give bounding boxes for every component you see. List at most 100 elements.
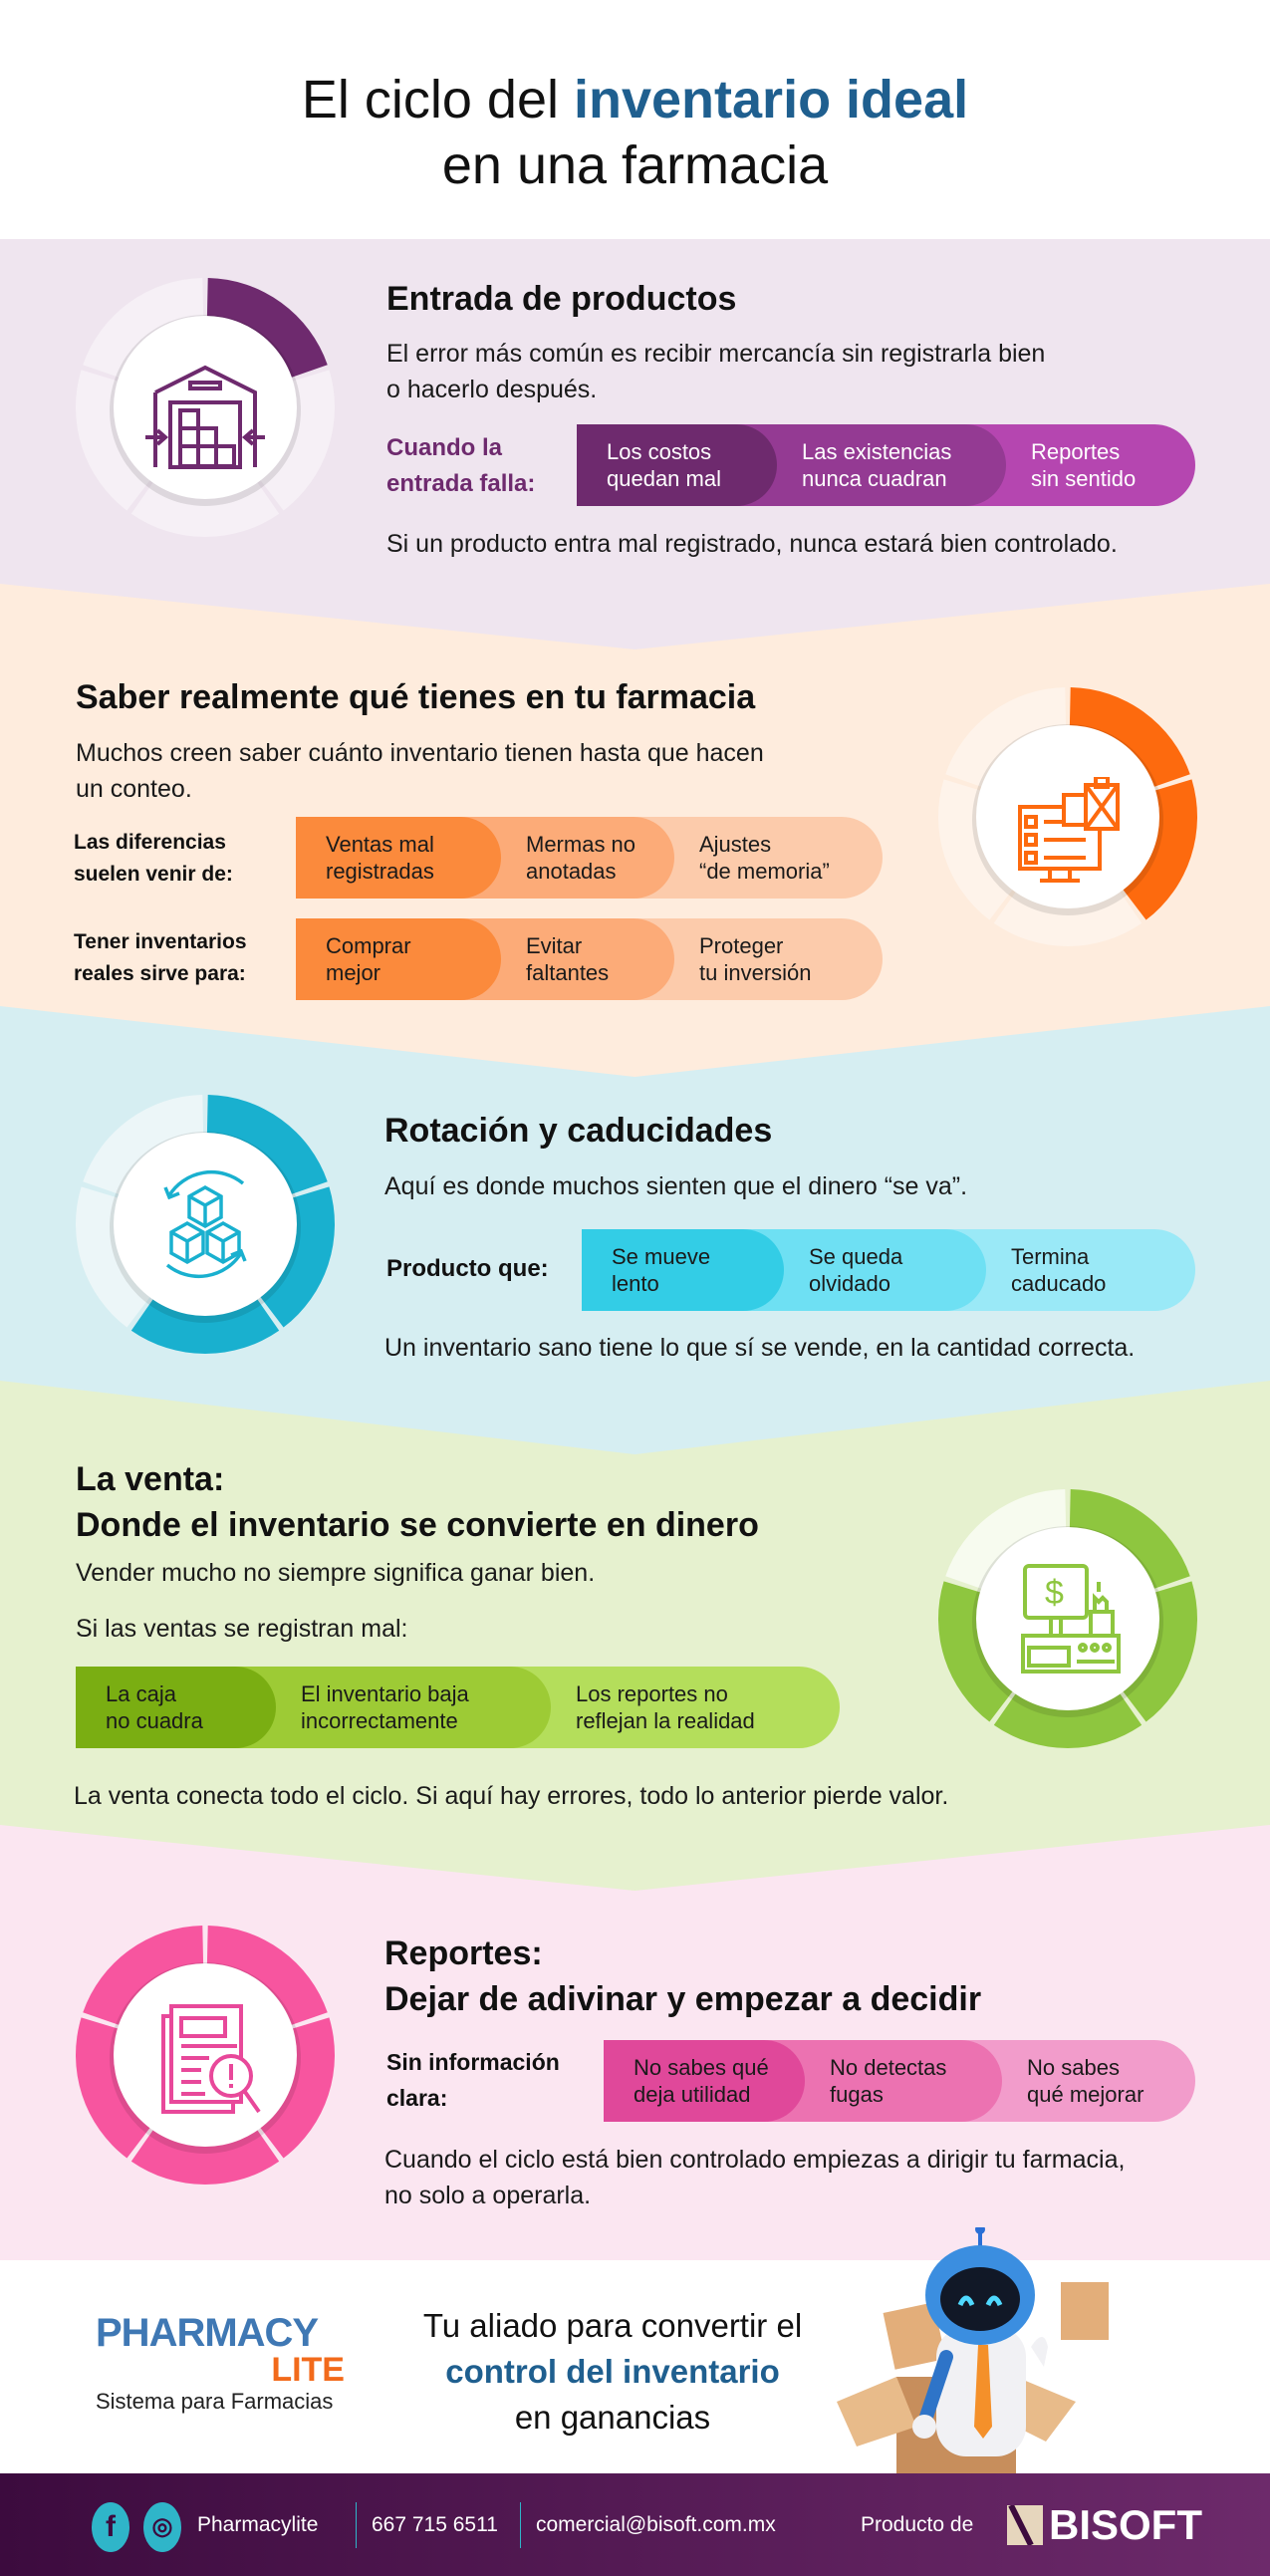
pill-segment-text: Proteger: [699, 933, 784, 958]
pill-segment: Termina caducado: [945, 1229, 1195, 1311]
row-label-line: Cuando la: [386, 434, 503, 461]
pill-segment-text: fugas: [830, 2082, 884, 2107]
pill-segment: Evitar faltantes: [460, 918, 674, 1000]
sales-errors-pill: La caja no cuadra El inventario baja incorr…: [76, 1667, 840, 1748]
pill-segment-text: Ventas mal: [326, 832, 434, 857]
pill-segment-text: Se mueve: [612, 1244, 711, 1269]
warehouse-icon: [145, 365, 265, 469]
row-label: Si las ventas se registran mal:: [76, 1615, 408, 1643]
pill-segment-text: faltantes: [526, 960, 610, 985]
pill-segment-text: Mermas no: [526, 832, 636, 857]
section-heading: Saber realmente qué tienes en tu farmaci…: [76, 678, 756, 716]
pill-segment-text: tu inversión: [699, 960, 812, 985]
pill-segment-text: deja utilidad: [634, 2082, 751, 2107]
ring-segment-empty: [993, 887, 1143, 946]
ring-segment-empty: [256, 370, 336, 511]
pill-segment-text: no cuadra: [106, 1708, 203, 1733]
phone-number[interactable]: 667 715 6511: [372, 2513, 498, 2536]
row-label: Las diferencias suelen venir de:: [74, 827, 233, 891]
pill-segment: Comprar mejor: [296, 918, 501, 1000]
pill-segment-text: sin sentido: [1031, 466, 1137, 491]
page-title: El ciclo del inventario ideal en una far…: [0, 67, 1270, 198]
pill-segment-text: Evitar: [526, 933, 583, 958]
pill-segment: Los costos quedan mal: [577, 424, 777, 506]
instagram-icon[interactable]: ◎: [143, 2502, 181, 2552]
pill-segment-text: “de memoria”: [699, 859, 830, 884]
pill-segment-text: No sabes: [1027, 2055, 1120, 2080]
pill-segment-text: reflejan la realidad: [576, 1708, 755, 1733]
pill-segment-text: No sabes qué: [634, 2055, 769, 2080]
bisoft-logo: BISOFT: [1007, 2501, 1202, 2548]
tagline-line: Tu aliado para convertir el: [422, 2307, 803, 2344]
pill-segment: Las existencias nunca cuadran: [736, 424, 1006, 506]
section-heading: Rotación y caducidades: [384, 1112, 773, 1150]
ring-segment-empty: [76, 370, 154, 511]
row-label-line: Sin información: [386, 2049, 560, 2075]
ring-center: [114, 316, 297, 499]
row-label-line: clara:: [386, 2085, 448, 2111]
email-link[interactable]: comercial@bisoft.com.mx: [536, 2513, 776, 2536]
product-of-label: Producto de: [861, 2513, 974, 2536]
section-footer: La venta conecta todo el ciclo. Si aquí …: [74, 1782, 949, 1810]
logo-text-bottom: LITE: [271, 2351, 345, 2389]
ring-segment-filled: [1119, 1581, 1197, 1722]
footer-line: Cuando el ciclo está bien controlado emp…: [384, 2146, 1126, 2174]
logo-text-top: PHARMACY: [96, 2311, 319, 2355]
facebook-icon[interactable]: f: [92, 2502, 129, 2552]
ring-segment-empty: [76, 1186, 154, 1328]
pill-segment-text: Reportes: [1031, 439, 1121, 464]
pill-segment-text: Se queda: [809, 1244, 903, 1269]
ring-segment-empty: [945, 1489, 1067, 1591]
footer-bar: [0, 2473, 1270, 2576]
tagline-line: en ganancias: [514, 2399, 711, 2436]
description-line: El error más común es recibir mercancía …: [386, 340, 1046, 368]
divider: [520, 2502, 521, 2548]
pill-segment-text: Los reportes no: [576, 1681, 728, 1706]
pill-segment-text: Las existencias: [802, 439, 952, 464]
pill-segment-text: Ajustes: [699, 832, 772, 857]
row2-label: Tener inventarios reales sirve para:: [74, 926, 247, 990]
heading-line: Donde el inventario se convierte en dine…: [76, 1506, 759, 1544]
pill-segment-text: registradas: [326, 859, 434, 884]
description-line: Muchos creen saber cuánto inventario tie…: [76, 739, 764, 767]
description-line: un conteo.: [76, 775, 192, 803]
inventory-checklist-icon: [1018, 777, 1120, 883]
row-label: Cuando la entrada falla:: [386, 430, 535, 502]
cash-register-icon: $: [1021, 1564, 1121, 1674]
pill-segment: Ventas mal registradas: [296, 817, 501, 899]
row-label-line: entrada falla:: [386, 470, 536, 497]
pill-segment-text: La caja: [106, 1681, 176, 1706]
boxes-rotation-icon: [163, 1169, 247, 1279]
tagline: Tu aliado para convertir el control del …: [388, 2303, 837, 2441]
pill-segment-text: caducado: [1011, 1271, 1107, 1296]
section-footer: Cuando el ciclo está bien controlado emp…: [384, 2142, 1125, 2213]
differences-pill: Ventas mal registradas Mermas no anotadas Aj…: [296, 817, 883, 899]
section-description: Aquí es donde muchos sienten que el dine…: [384, 1172, 968, 1200]
section-heading: Reportes: Dejar de adivinar y empezar a …: [384, 1931, 981, 2022]
social-handle[interactable]: Pharmacylite: [197, 2513, 319, 2536]
pill-segment-text: Los costos: [607, 439, 712, 464]
pill-segment: Los reportes no reflejan la realidad: [510, 1667, 840, 1748]
bisoft-wordmark: BISOFT: [1049, 2501, 1202, 2548]
pill-segment: La caja no cuadra: [76, 1667, 276, 1748]
ring-segment-filled: [76, 2017, 154, 2159]
pill-segment-text: nunca cuadran: [802, 466, 947, 491]
ring-segment-filled: [1069, 1489, 1190, 1591]
pill-segment: No sabes qué deja utilidad: [604, 2040, 805, 2122]
pharmacy-lite-logo: PHARMACY LITE: [96, 2313, 351, 2387]
divider: [356, 2502, 357, 2548]
benefits-pill: Comprar mejor Evitar faltantes Proteger tu in…: [296, 918, 883, 1000]
section-heading: La venta: Donde el inventario se convier…: [76, 1456, 759, 1548]
pill-segment-text: qué mejorar: [1027, 2082, 1144, 2107]
no-info-pill: No sabes qué deja utilidad No detectas fuga…: [604, 2040, 1195, 2122]
ring-segment-filled: [206, 1926, 328, 2027]
ring-segment-filled: [130, 2125, 280, 2185]
pill-segment: Proteger tu inversión: [634, 918, 883, 1000]
pill-segment: El inventario baja incorrectamente: [235, 1667, 551, 1748]
ring-segment-filled: [1119, 779, 1197, 920]
section-footer: Si un producto entra mal registrado, nun…: [386, 530, 1118, 558]
footer-line: no solo a operarla.: [384, 2182, 592, 2209]
pill-segment-text: El inventario baja: [301, 1681, 469, 1706]
ring-segment-empty: [938, 779, 1017, 920]
ring-segment-empty: [83, 1095, 204, 1196]
